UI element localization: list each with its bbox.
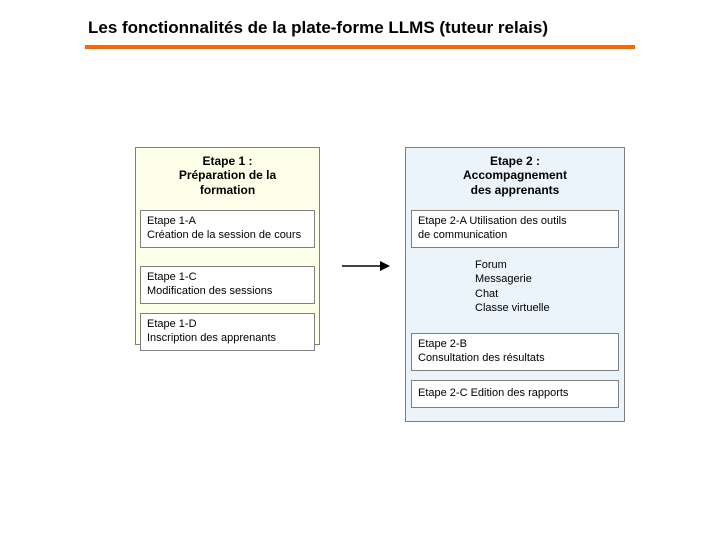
box-2b-line2: Consultation des résultats — [418, 352, 612, 366]
panel-1-header-line2: Préparation de la — [140, 168, 315, 182]
box-etape-1d: Etape 1-D Inscription des apprenants — [140, 313, 315, 351]
box-2b-line1: Etape 2-B — [418, 338, 612, 352]
box-1a-line2: Création de la session de cours — [147, 229, 308, 243]
arrow-icon — [340, 256, 395, 281]
box-1d-line1: Etape 1-D — [147, 318, 308, 332]
box-1d-line2: Inscription des apprenants — [147, 332, 308, 346]
communication-list: Forum Messagerie Chat Classe virtuelle — [475, 258, 550, 315]
panel-1-header-line1: Etape 1 : — [140, 154, 315, 168]
accent-rule — [85, 45, 635, 49]
list-item-classe: Classe virtuelle — [475, 301, 550, 315]
list-item-messagerie: Messagerie — [475, 272, 550, 286]
panel-2-header-line1: Etape 2 : — [410, 154, 620, 168]
box-etape-2b: Etape 2-B Consultation des résultats — [411, 333, 619, 371]
list-item-forum: Forum — [475, 258, 550, 272]
panel-2-header: Etape 2 : Accompagnement des apprenants — [406, 148, 624, 205]
box-etape-1a: Etape 1-A Création de la session de cour… — [140, 210, 315, 248]
panel-1-header: Etape 1 : Préparation de la formation — [136, 148, 319, 205]
panel-1-header-line3: formation — [140, 183, 315, 197]
box-2a-line2: de communication — [418, 229, 612, 243]
box-2a-line1: Etape 2-A Utilisation des outils — [418, 215, 612, 229]
page-title: Les fonctionnalités de la plate-forme LL… — [88, 18, 548, 38]
box-1c-line2: Modification des sessions — [147, 285, 308, 299]
panel-2-header-line3: des apprenants — [410, 183, 620, 197]
box-1c-line1: Etape 1-C — [147, 271, 308, 285]
box-etape-2c: Etape 2-C Edition des rapports — [411, 380, 619, 408]
panel-2-header-line2: Accompagnement — [410, 168, 620, 182]
box-1a-line1: Etape 1-A — [147, 215, 308, 229]
box-2c-line1: Etape 2-C Edition des rapports — [418, 387, 612, 401]
list-item-chat: Chat — [475, 287, 550, 301]
box-etape-2a: Etape 2-A Utilisation des outils de comm… — [411, 210, 619, 248]
box-etape-1c: Etape 1-C Modification des sessions — [140, 266, 315, 304]
